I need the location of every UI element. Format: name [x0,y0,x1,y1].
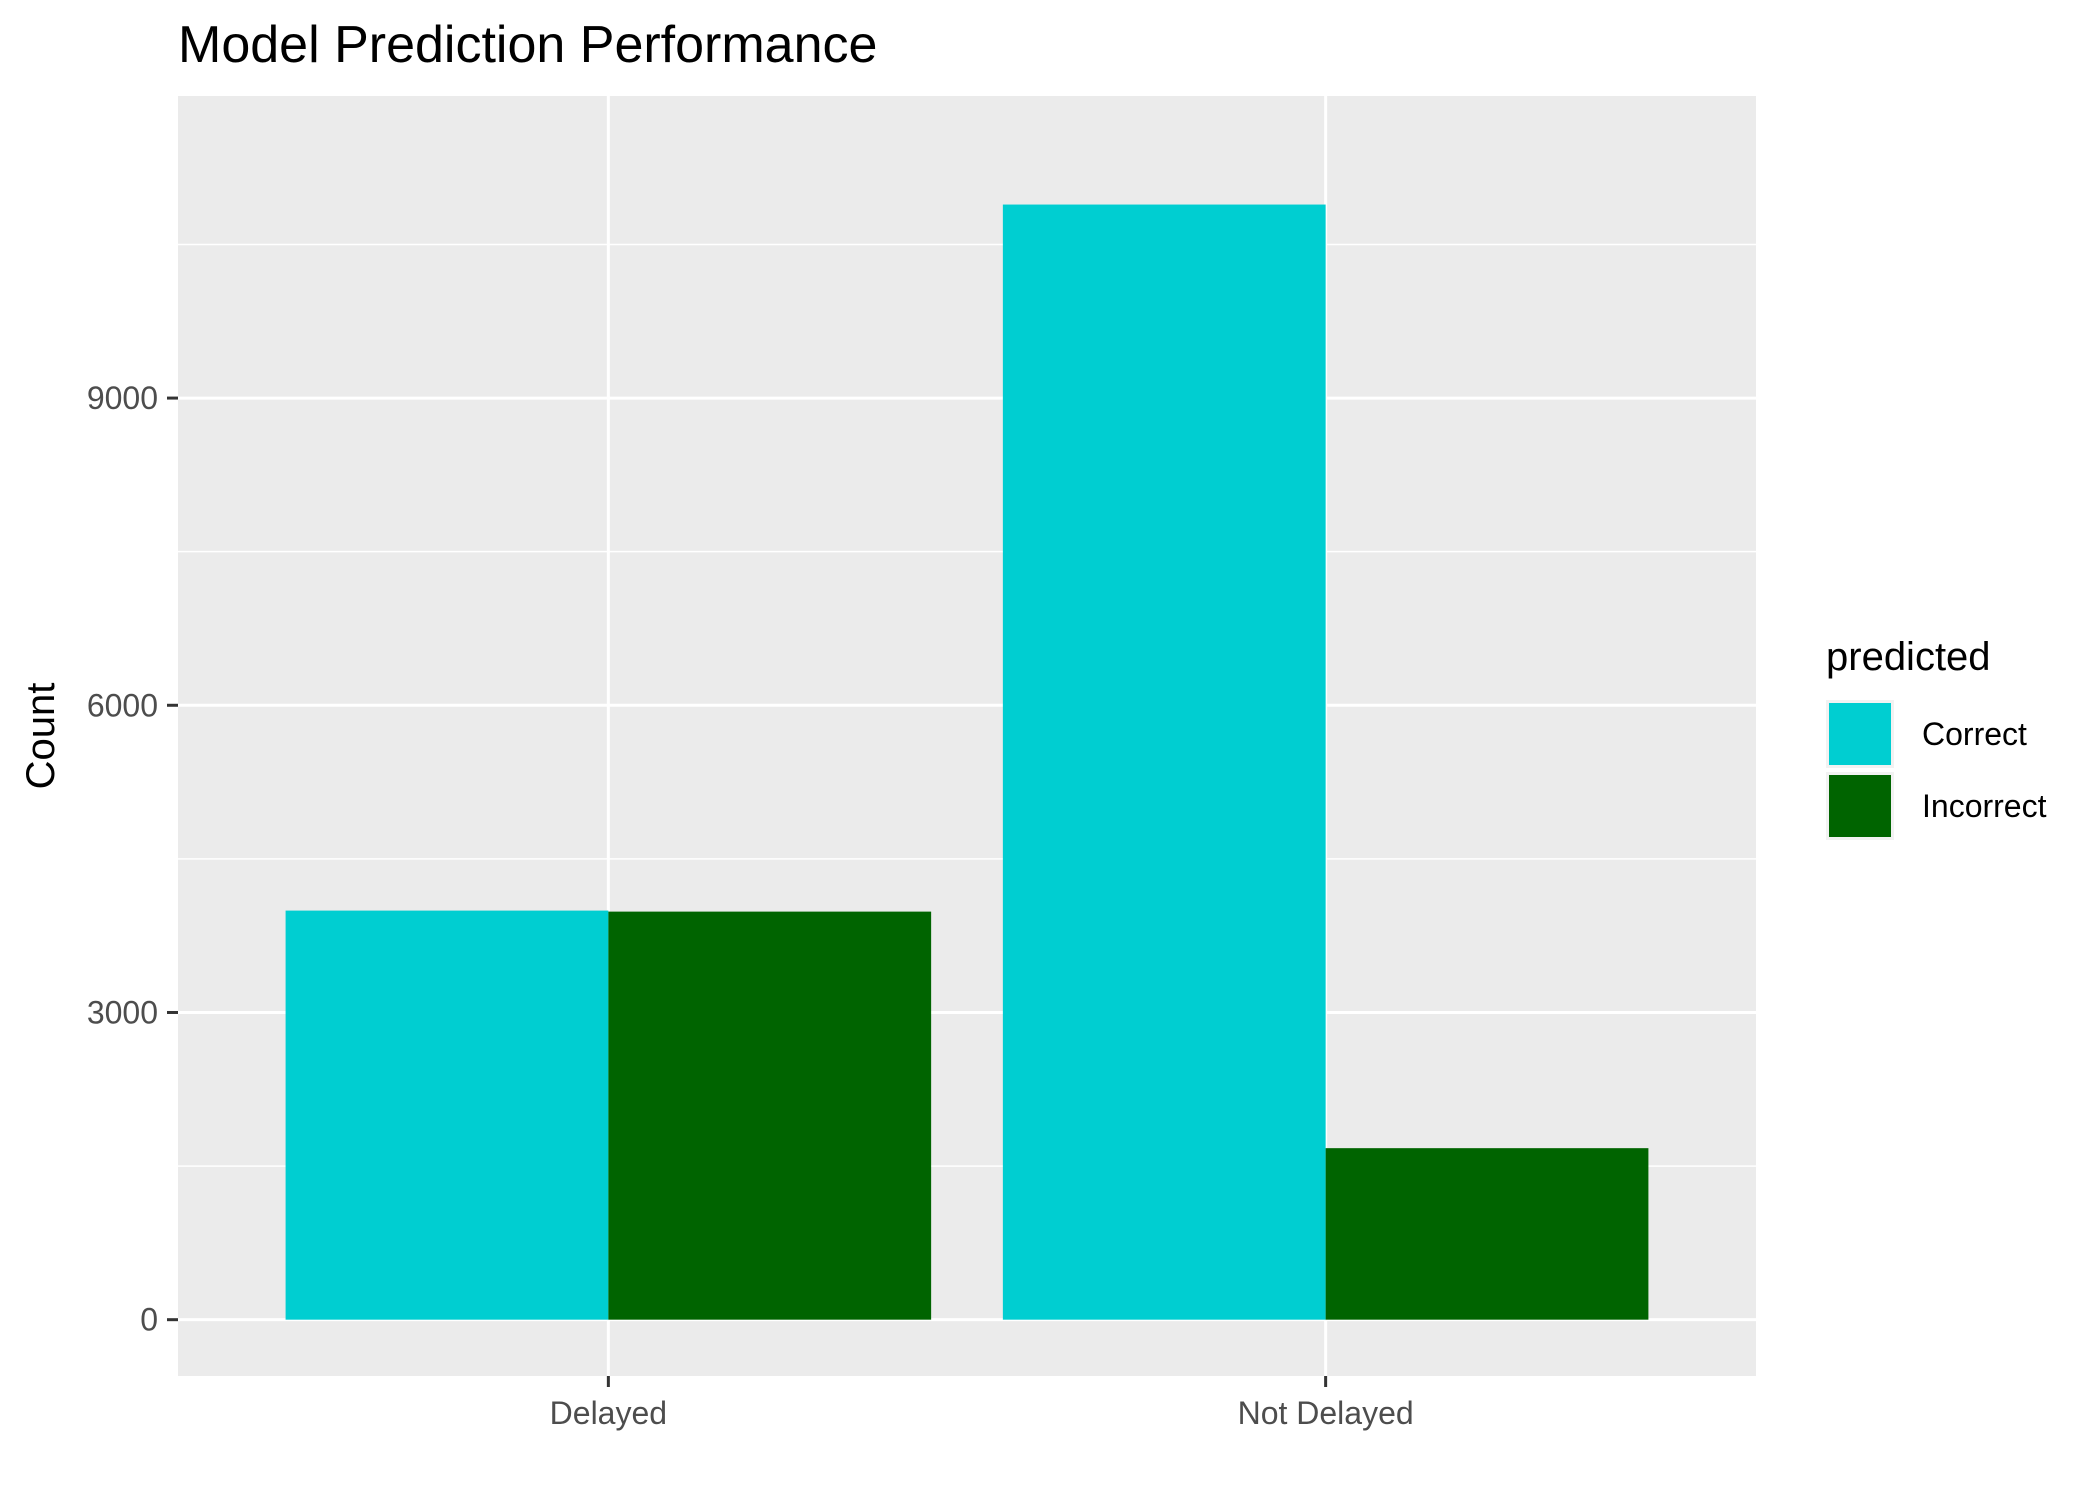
legend: predicted Correct Incorrect [1826,635,2047,840]
y-tick-label: 0 [140,1302,158,1338]
chart-title: Model Prediction Performance [178,16,877,74]
bars [285,204,1649,1320]
bar-not-delayed-incorrect [1325,1148,1649,1320]
legend-title: predicted [1826,635,1991,679]
legend-swatch-incorrect [1829,775,1891,837]
axes: 0 3000 6000 9000 Delayed Not Delayed [87,380,1414,1431]
legend-label-incorrect: Incorrect [1922,788,2047,824]
bar-not-delayed-correct [1002,204,1326,1320]
x-tick-label: Delayed [550,1395,667,1431]
y-tick-label: 3000 [87,994,158,1030]
x-tick-label: Not Delayed [1238,1395,1414,1431]
legend-label-correct: Correct [1922,716,2027,752]
y-tick-label: 9000 [87,380,158,416]
bar-delayed-incorrect [608,911,932,1320]
y-axis-title: Count [19,683,63,790]
legend-swatch-correct [1829,703,1891,765]
legend-items: Correct Incorrect [1826,700,2047,840]
y-tick-label: 6000 [87,687,158,723]
bar-delayed-correct [285,910,609,1320]
